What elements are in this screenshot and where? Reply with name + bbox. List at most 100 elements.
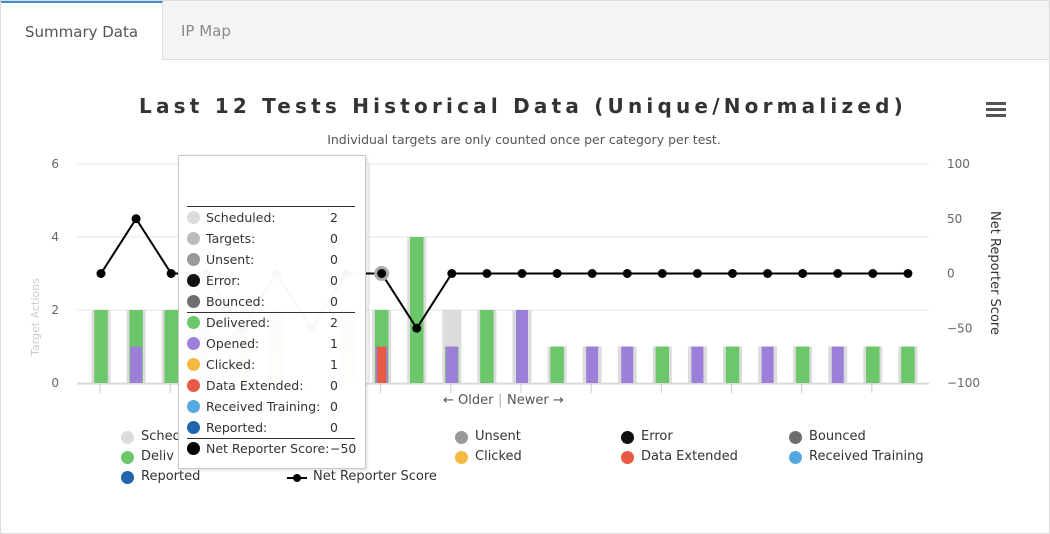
nrs-point [374, 266, 390, 281]
bar-opened [586, 346, 599, 383]
tooltip-label: Targets: [206, 231, 256, 246]
tooltip-row: Bounced: 0 [187, 292, 355, 312]
legend-dot [121, 431, 134, 444]
tooltip-divider [187, 438, 355, 439]
bar-delivered [866, 346, 880, 383]
y2-tick-label: −50 [947, 321, 972, 335]
tooltip-dot [187, 316, 200, 329]
nrs-point [552, 269, 562, 278]
legend-dot [621, 451, 634, 464]
bar-delivered [550, 346, 564, 383]
tab-summary-data[interactable]: Summary Data [1, 1, 164, 60]
nrs-point [131, 214, 141, 224]
legend-label: Clicked [475, 449, 522, 464]
bar-data-extended [377, 346, 387, 383]
newer-button[interactable]: Newer → [507, 393, 564, 408]
chart-title: Last 12 Tests Historical Data (Unique/No… [139, 94, 907, 118]
legend-dot [789, 451, 802, 464]
tooltip-row: Delivered: 2 [187, 313, 355, 333]
tooltip-dot [187, 295, 200, 308]
tooltip-row: Opened: 1 [187, 334, 355, 354]
y2-tick-label: 100 [947, 157, 970, 171]
tooltip-label: Bounced: [206, 294, 265, 309]
bar-opened [691, 346, 704, 383]
chart-subtitle: Individual targets are only counted once… [327, 132, 721, 147]
tooltip-dot [187, 274, 200, 287]
tab-ip-map[interactable]: IP Map [181, 22, 231, 40]
nrs-point [833, 269, 843, 278]
legend-label: Sched [141, 429, 181, 444]
tab-bar: Summary Data IP Map [1, 1, 1049, 60]
tooltip-label: Clicked: [206, 357, 256, 372]
tooltip-row: Targets: 0 [187, 229, 355, 249]
tooltip-row: Data Extended: 0 [187, 376, 355, 396]
tooltip-label: Opened: [206, 336, 260, 351]
legend-label: Deliv [141, 449, 174, 464]
bar-opened [445, 346, 458, 383]
y-tick-label: 2 [51, 303, 59, 317]
bar-delivered [725, 346, 740, 383]
bar-opened [516, 310, 528, 383]
legend-label: Reported [141, 469, 201, 484]
tooltip-dot [187, 358, 200, 371]
nrs-point [657, 269, 667, 278]
legend-label: Data Extended [641, 449, 738, 464]
tooltip-dot [187, 442, 200, 455]
tooltip-dot [187, 232, 200, 245]
nrs-point [728, 269, 737, 278]
legend-dot [455, 451, 468, 464]
tooltip-value: 0 [330, 231, 338, 246]
tooltip-label: Received Training: [206, 399, 321, 414]
tooltip-label: Reported: [206, 420, 268, 435]
nav-separator: | [498, 393, 502, 408]
y2-tick-label: 50 [947, 212, 962, 226]
tooltip-value: 0 [330, 294, 338, 309]
tooltip-label: Delivered: [206, 315, 271, 330]
tooltip-dot [187, 400, 200, 413]
bar-opened [621, 346, 634, 383]
nrs-point [166, 269, 176, 278]
nrs-point [412, 323, 422, 333]
nrs-point [763, 269, 773, 278]
tooltip-row: Net Reporter Score: −50 [187, 439, 357, 459]
tooltip-dot [187, 337, 200, 350]
bar-delivered [164, 310, 178, 383]
tooltip-row: Received Training: 0 [187, 397, 355, 417]
legend-label: Error [641, 429, 673, 444]
nrs-point [517, 269, 527, 278]
y-tick-label: 6 [51, 157, 59, 171]
legend-line-icon [287, 474, 307, 482]
tooltip-label: Error: [206, 273, 241, 288]
legend-dot [621, 431, 634, 444]
nrs-point [96, 269, 106, 278]
tooltip-value: −50 [330, 441, 357, 456]
chart-menu-icon[interactable] [986, 102, 1006, 120]
legend-dot [121, 451, 134, 464]
nrs-point [868, 269, 878, 278]
tooltip-divider [187, 312, 355, 313]
tooltip-row: Error: 0 [187, 271, 355, 291]
bar-opened [761, 346, 774, 383]
tooltip-dot [187, 253, 200, 266]
tooltip-value: 1 [330, 357, 338, 372]
tooltip-row: Reported: 0 [187, 418, 355, 438]
tooltip-label: Scheduled: [206, 210, 276, 225]
tooltip-label: Net Reporter Score: [206, 441, 330, 456]
tooltip-label: Unsent: [206, 252, 255, 267]
tooltip-dot [187, 211, 200, 224]
nrs-point [447, 269, 457, 278]
legend-dot [121, 471, 134, 484]
tooltip-dot [187, 421, 200, 434]
nrs-point [903, 269, 913, 278]
older-button[interactable]: ← Older [443, 393, 494, 408]
nrs-point [482, 269, 492, 278]
tooltip-divider [187, 206, 355, 207]
tooltip-value: 0 [330, 399, 338, 414]
tooltip-row: Clicked: 1 [187, 355, 355, 375]
tooltip-label: Data Extended: [206, 378, 304, 393]
older-newer-nav[interactable]: ← Older | Newer → [443, 393, 564, 408]
bar-opened [831, 346, 844, 383]
y2-tick-label: 0 [947, 267, 955, 281]
legend-label: Bounced [809, 429, 866, 444]
legend-label: Net Reporter Score [313, 469, 437, 484]
